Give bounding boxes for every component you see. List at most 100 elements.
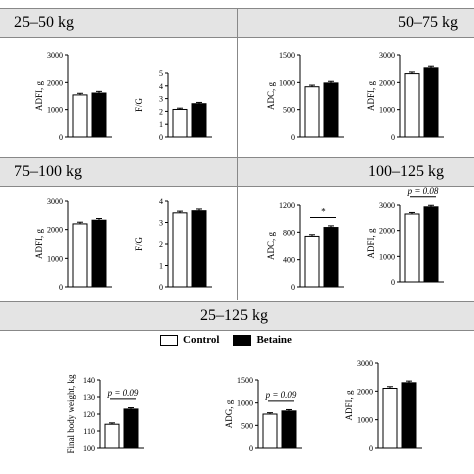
significance-label: * [321,207,326,217]
chart-p3: 0 500 1000 1500 ADC, g [266,51,344,142]
section-title-25-50: 25–50 kg [14,14,74,31]
y-tick-label: 1 [159,262,163,271]
legend-swatch-control [160,334,178,346]
y-tick-label: 1500 [279,51,295,60]
y-axis-label: ADC, g [266,82,276,111]
y-axis-label: Final body weight, kg [66,374,76,453]
y-tick-label: 110 [83,427,95,436]
bar-betaine [323,227,339,288]
bar-control [172,108,188,138]
y-tick-label: 500 [283,106,295,115]
bar-betaine [91,92,107,138]
y-axis-label: F/G [134,237,144,252]
y-tick-label: 3000 [357,359,373,368]
chart-p8: 0 1000 2000 3000 ADFI, g p = 0.08 [366,186,444,287]
y-axis-label: ADFI, g [34,229,44,260]
bar-betaine [191,210,207,288]
bar-betaine [323,82,339,138]
y-tick-label: 0 [391,133,395,142]
bar-control [104,423,120,449]
y-tick-label: 140 [83,376,95,385]
chart-p7: 0 400 800 1200 ADC, g * [266,201,344,292]
y-tick-label: 0 [291,133,295,142]
y-tick-label: 2000 [47,78,63,87]
y-tick-label: 400 [283,256,295,265]
y-axis-label: F/G [134,98,144,113]
legend-label-control: Control [183,334,220,346]
bar-control [404,73,420,138]
header-row-3: 25–125 kg [0,301,474,331]
y-tick-label: 1000 [357,416,373,425]
significance-label: p = 0.09 [265,390,297,400]
bar-betaine [423,206,439,283]
section-title-75-100: 75–100 kg [14,163,82,180]
section-title-25-125: 25–125 kg [200,307,268,324]
y-axis-label: ADFI, g [344,390,354,421]
legend-item-control: Control [160,334,219,346]
y-tick-label: 2000 [357,387,373,396]
y-tick-label: 1000 [237,399,253,408]
y-tick-label: 2000 [379,227,395,236]
y-tick-label: 2 [159,240,163,249]
y-tick-label: 130 [83,393,95,402]
y-axis-label: ADC, g [266,232,276,261]
y-tick-label: 1000 [379,106,395,115]
legend-swatch-betaine [233,334,252,346]
chart-p9: 100 110 120 130 140 Final body weight, kg p = … [66,374,144,454]
chart-p10: 0 500 1000 1500 ADG, g p = 0.09 [224,376,302,453]
y-axis-label: ADFI, g [34,81,44,112]
significance-label: p = 0.09 [107,388,139,398]
y-tick-label: 4 [159,82,163,91]
y-tick-label: 1 [159,120,163,129]
bar-control [382,388,398,449]
bar-betaine [401,382,417,449]
y-tick-label: 120 [83,410,95,419]
bar-control [72,223,88,288]
chart-p11: 0 1000 2000 3000 ADFI, g [344,359,422,453]
y-tick-label: 3000 [379,51,395,60]
y-tick-label: 0 [291,283,295,292]
bar-control [404,213,420,283]
significance-label: p = 0.08 [407,186,439,196]
section-title-100-125: 100–125 kg [368,163,444,180]
chart-p5: 0 1000 2000 3000 ADFI, g [34,197,112,292]
bar-betaine [123,408,139,449]
y-tick-label: 0 [59,283,63,292]
y-tick-label: 1000 [379,252,395,261]
chart-p6: 0 1 2 3 4 F/G [134,197,212,292]
chart-p2: 0 1 2 3 4 5 F/G [134,69,212,142]
y-tick-label: 0 [249,444,253,453]
bar-control [262,413,278,449]
y-tick-label: 2000 [379,78,395,87]
y-tick-label: 1000 [279,78,295,87]
y-tick-label: 3000 [47,197,63,206]
y-tick-label: 5 [159,69,163,78]
y-tick-label: 1500 [237,376,253,385]
y-tick-label: 500 [241,421,253,430]
bar-betaine [423,67,439,138]
bar-control [304,235,320,288]
y-tick-label: 0 [159,283,163,292]
y-axis-label: ADFI, g [366,228,376,259]
y-tick-label: 3 [159,95,163,104]
bar-control [72,94,88,138]
y-axis-label: ADG, g [224,399,234,428]
bar-betaine [91,219,107,288]
legend: Control Betaine [160,334,306,346]
chart-p1: 0 1000 2000 3000 ADFI, g [34,51,112,142]
chart-p4: 0 1000 2000 3000 ADFI, g [366,51,444,142]
y-tick-label: 2000 [47,226,63,235]
y-tick-label: 1000 [47,106,63,115]
legend-item-betaine: Betaine [233,334,292,346]
y-tick-label: 2 [159,107,163,116]
y-tick-label: 1000 [47,254,63,263]
bar-control [304,86,320,138]
y-tick-label: 0 [59,133,63,142]
legend-label-betaine: Betaine [256,334,292,346]
y-tick-label: 3 [159,219,163,228]
y-tick-label: 0 [159,133,163,142]
bar-control [172,212,188,288]
y-tick-label: 0 [369,444,373,453]
y-tick-label: 100 [83,444,95,453]
